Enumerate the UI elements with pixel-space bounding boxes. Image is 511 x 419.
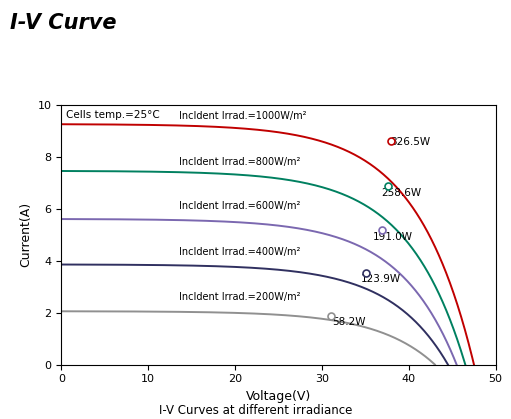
Text: I-V Curve: I-V Curve	[10, 13, 117, 33]
Y-axis label: Current(A): Current(A)	[19, 202, 32, 267]
Text: 191.0W: 191.0W	[373, 232, 412, 242]
Text: 123.9W: 123.9W	[361, 274, 401, 284]
Text: 326.5W: 326.5W	[390, 137, 430, 147]
Text: IncIdent Irrad.=800W/m²: IncIdent Irrad.=800W/m²	[179, 157, 300, 167]
Text: IncIdent Irrad.=600W/m²: IncIdent Irrad.=600W/m²	[179, 201, 300, 211]
Text: Cells temp.=25°C: Cells temp.=25°C	[66, 110, 159, 120]
Text: 58.2W: 58.2W	[332, 317, 366, 327]
Text: I-V Curves at different irradiance: I-V Curves at different irradiance	[159, 404, 352, 417]
X-axis label: Voltage(V): Voltage(V)	[246, 390, 311, 403]
Text: IncIdent Irrad.=200W/m²: IncIdent Irrad.=200W/m²	[179, 292, 300, 302]
Text: IncIdent Irrad.=1000W/m²: IncIdent Irrad.=1000W/m²	[179, 111, 306, 122]
Text: 258.6W: 258.6W	[381, 188, 421, 197]
Text: IncIdent Irrad.=400W/m²: IncIdent Irrad.=400W/m²	[179, 246, 300, 256]
